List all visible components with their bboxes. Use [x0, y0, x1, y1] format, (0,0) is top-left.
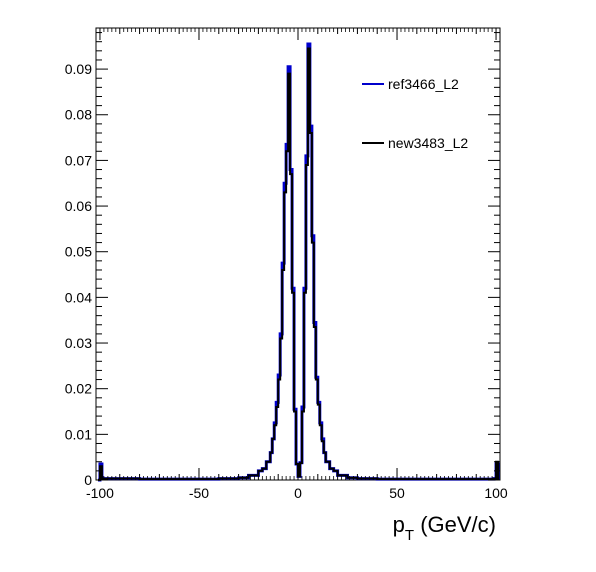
y-tick-label: 0.09: [65, 61, 92, 77]
y-tick-label: 0.01: [65, 426, 92, 442]
y-tick-label: 0.04: [65, 289, 92, 305]
legend: ref3466_L2 new3483_L2: [362, 76, 468, 151]
x-tick-label: 50: [389, 485, 405, 501]
x-tick-label: -50: [189, 485, 209, 501]
y-tick-label: 0.02: [65, 381, 92, 397]
legend-label-new: new3483_L2: [388, 135, 468, 151]
y-tick-label: 0.07: [65, 152, 92, 168]
y-tick-label: 0.06: [65, 198, 92, 214]
x-axis-title-unit: (GeV/c): [414, 512, 496, 537]
y-tick-label: 0.08: [65, 107, 92, 123]
x-tick-label: 0: [294, 485, 302, 501]
y-tick-label: 0: [84, 472, 92, 488]
x-tick-label: -100: [86, 485, 114, 501]
x-axis-title-sub: T: [405, 527, 414, 544]
y-tick-label: 0.03: [65, 335, 92, 351]
y-tick-label: 0.05: [65, 244, 92, 260]
tick-labels: -100 -50 0 50 100 0 0.01 0.02 0.03 0.04 0.05 0.06 0.…: [65, 61, 508, 501]
x-axis-title-main: p: [393, 512, 405, 537]
x-tick-label: 100: [484, 485, 508, 501]
x-axis-title: pT (GeV/c): [393, 512, 496, 544]
legend-label-ref: ref3466_L2: [388, 76, 459, 92]
axis-ticks: [96, 28, 500, 481]
